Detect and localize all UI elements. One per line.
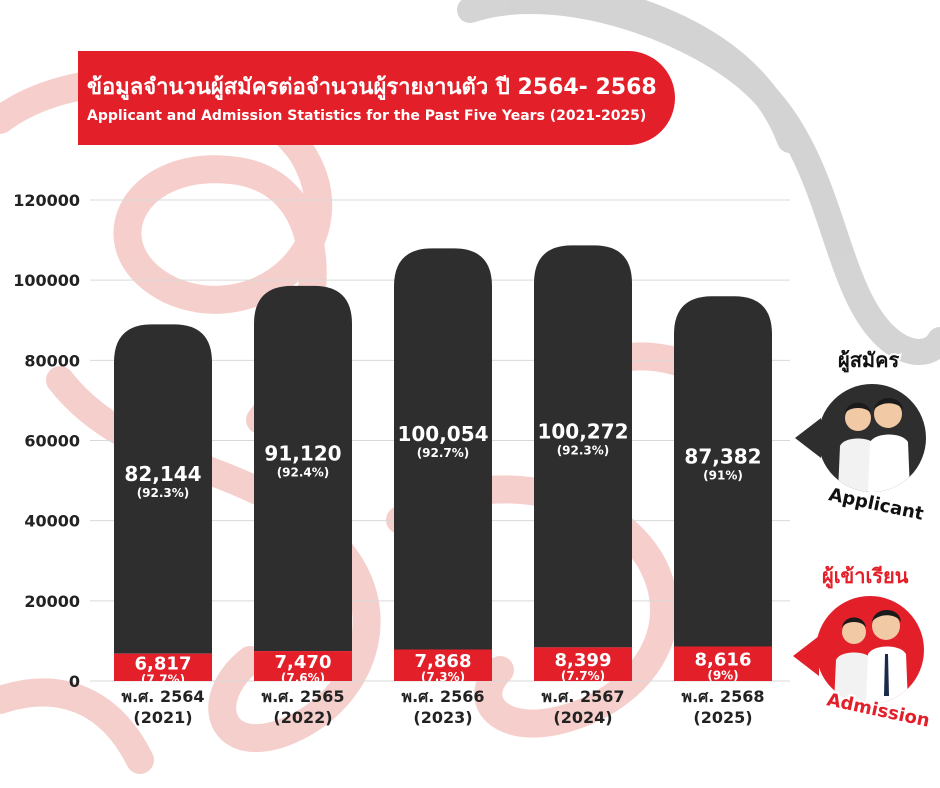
title-banner: ข้อมูลจำนวนผู้สมัครต่อจำนวนผู้รายงานตัว …: [78, 51, 675, 145]
applicant-label-thai: ผู้สมัคร: [836, 346, 901, 374]
applicant-percent-label: (92.4%): [277, 465, 330, 479]
applicant-percent-label: (92.7%): [417, 446, 470, 460]
admission-value-label: 6,817: [135, 653, 192, 674]
applicant-bar: [254, 285, 352, 652]
admission-label-thai: ผู้เข้าเรียน: [820, 562, 910, 590]
applicant-value-label: 82,144: [124, 462, 201, 486]
y-tick-label: 0: [69, 672, 80, 691]
x-tick-label-year-gregorian: (2021): [133, 708, 192, 727]
applicant-percent-label: (91%): [703, 468, 743, 482]
applicant-percent-label: (92.3%): [557, 443, 610, 457]
x-tick-label-year-gregorian: (2024): [553, 708, 612, 727]
applicant-value-label: 100,054: [397, 422, 488, 446]
applicant-bar: [534, 245, 632, 648]
admission-value-label: 8,616: [695, 650, 752, 671]
y-tick-label: 100000: [13, 271, 80, 290]
y-axis-ticks: 0 20000 40000 60000 80000 100000 120000: [13, 191, 80, 691]
admission-percent-label: (7.3%): [421, 670, 465, 684]
students-illustration-icon: [838, 398, 910, 492]
applicant-value-label: 100,272: [537, 419, 628, 443]
y-tick-label: 120000: [13, 191, 80, 210]
title-english: Applicant and Admission Statistics for t…: [87, 108, 647, 124]
x-tick-label-year-gregorian: (2025): [693, 708, 752, 727]
applicant-pointer: [795, 418, 821, 458]
admission-bar: [254, 651, 352, 681]
y-tick-label: 80000: [24, 351, 80, 370]
applicant-bar: [674, 296, 772, 647]
applicant-value-label: 87,382: [684, 444, 761, 468]
title-thai: ข้อมูลจำนวนผู้สมัครต่อจำนวนผู้รายงานตัว …: [87, 75, 657, 100]
admission-value-label: 7,470: [275, 652, 332, 673]
admission-bar: [114, 653, 212, 681]
x-axis-ticks: พ.ศ. 2564 (2021) พ.ศ. 2565 (2022) พ.ศ. 2566 (…: [122, 687, 765, 727]
y-tick-label: 20000: [24, 592, 80, 611]
applicant-avatar: [818, 384, 926, 492]
x-tick-label-year-thai: พ.ศ. 2564: [122, 687, 205, 706]
applicant-percent-label: (92.3%): [137, 486, 190, 500]
applicant-bar: [394, 248, 492, 650]
y-tick-label: 60000: [24, 432, 80, 451]
admission-percent-label: (7.7%): [561, 669, 605, 683]
students-illustration-icon: [834, 610, 908, 704]
admission-bar: [674, 646, 772, 681]
admission-percent-label: (9%): [707, 669, 738, 683]
y-tick-label: 40000: [24, 512, 80, 531]
admission-bar: [534, 647, 632, 681]
admission-pointer: [793, 636, 819, 676]
admission-percent-label: (7.6%): [281, 671, 325, 685]
x-tick-label-year-thai: พ.ศ. 2568: [682, 687, 765, 706]
x-tick-label-year-thai: พ.ศ. 2565: [262, 687, 345, 706]
applicant-bar: [114, 324, 212, 654]
admission-bar: [394, 649, 492, 681]
x-tick-label-year-thai: พ.ศ. 2567: [542, 687, 625, 706]
admission-value-label: 8,399: [555, 650, 612, 671]
admission-value-label: 7,868: [415, 651, 472, 672]
applicant-value-label: 91,120: [264, 441, 341, 465]
admission-percent-label: (7.7%): [141, 672, 185, 686]
admission-avatar: [816, 596, 924, 704]
x-tick-label-year-gregorian: (2023): [413, 708, 472, 727]
bars: 82,144(92.3%)6,817(7.7%)91,120(92.4%)7,4…: [114, 245, 772, 686]
x-tick-label-year-thai: พ.ศ. 2566: [402, 687, 485, 706]
x-tick-label-year-gregorian: (2022): [273, 708, 332, 727]
